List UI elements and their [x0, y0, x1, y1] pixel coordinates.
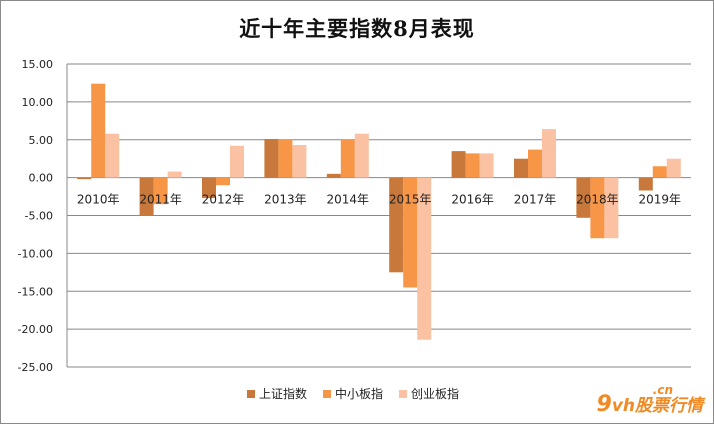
bar-0-1	[139, 177, 154, 216]
legend-item-sme: 中小板指	[323, 385, 383, 402]
bar-1-5	[403, 177, 418, 288]
bar-1-9	[652, 166, 667, 178]
bar-2-5	[417, 177, 432, 340]
y-tick-label: 5.00	[29, 134, 54, 147]
bar-2-2	[230, 145, 244, 178]
bar-1-7	[528, 149, 542, 178]
bar-2-4	[354, 133, 369, 178]
legend: 上证指数 中小板指 创业板指	[247, 385, 459, 402]
legend-label: 中小板指	[335, 387, 384, 401]
bar-2-0	[105, 133, 120, 178]
bar-1-0	[91, 83, 106, 178]
bar-1-1	[153, 177, 168, 205]
y-tick-label: -20.00	[18, 323, 53, 336]
legend-label: 上证指数	[259, 387, 308, 401]
bar-1-4	[340, 139, 355, 178]
legend-item-shanghai: 上证指数	[247, 385, 307, 402]
bar-0-2	[202, 177, 216, 199]
bar-0-0	[77, 177, 92, 180]
y-tick-label: -25.00	[18, 361, 53, 374]
bar-0-6	[451, 151, 466, 178]
bar-2-7	[542, 129, 556, 178]
x-tick-label: 2017年	[514, 193, 557, 207]
bar-0-5	[389, 177, 404, 273]
y-tick-label: 0.00	[29, 172, 54, 185]
bar-2-1	[167, 171, 182, 178]
bar-2-9	[666, 158, 681, 178]
y-tick-label: -15.00	[18, 285, 53, 298]
legend-swatch	[399, 389, 408, 398]
bar-0-4	[326, 173, 341, 178]
bar-2-8	[604, 177, 619, 239]
x-tick-label: 2015年	[389, 193, 432, 207]
legend-swatch	[323, 389, 332, 398]
chart-title: 近十年主要指数8月表现	[239, 16, 475, 41]
x-tick-label: 2012年	[202, 193, 245, 207]
legend-item-chinext: 创业板指	[399, 385, 459, 402]
x-tick-label: 2019年	[639, 193, 682, 207]
x-tick-label: 2014年	[327, 193, 370, 207]
bar-0-3	[264, 138, 279, 178]
y-tick-label: 10.00	[22, 96, 54, 109]
x-tick-label: 2013年	[264, 193, 307, 207]
y-tick-label: 15.00	[22, 58, 54, 71]
legend-swatch	[247, 389, 255, 398]
x-tick-label: 2010年	[77, 193, 120, 207]
x-tick-label: 2018年	[576, 193, 619, 207]
bar-1-3	[278, 139, 293, 178]
x-tick-label: 2011年	[139, 193, 182, 207]
legend-label: 创业板指	[411, 387, 460, 401]
bar-1-6	[465, 153, 480, 178]
bar-2-3	[292, 145, 307, 178]
watermark-logo: 9vh .cn 股票行情	[596, 383, 704, 417]
bar-2-6	[479, 153, 494, 178]
y-tick-label: -10.00	[18, 247, 53, 260]
bar-0-9	[638, 177, 653, 191]
bar-0-7	[514, 158, 528, 178]
bar-1-8	[590, 177, 605, 239]
y-tick-label: -5.00	[25, 210, 53, 223]
bar-1-2	[216, 177, 230, 186]
x-tick-label: 2016年	[451, 193, 494, 207]
bar-0-8	[576, 177, 591, 218]
